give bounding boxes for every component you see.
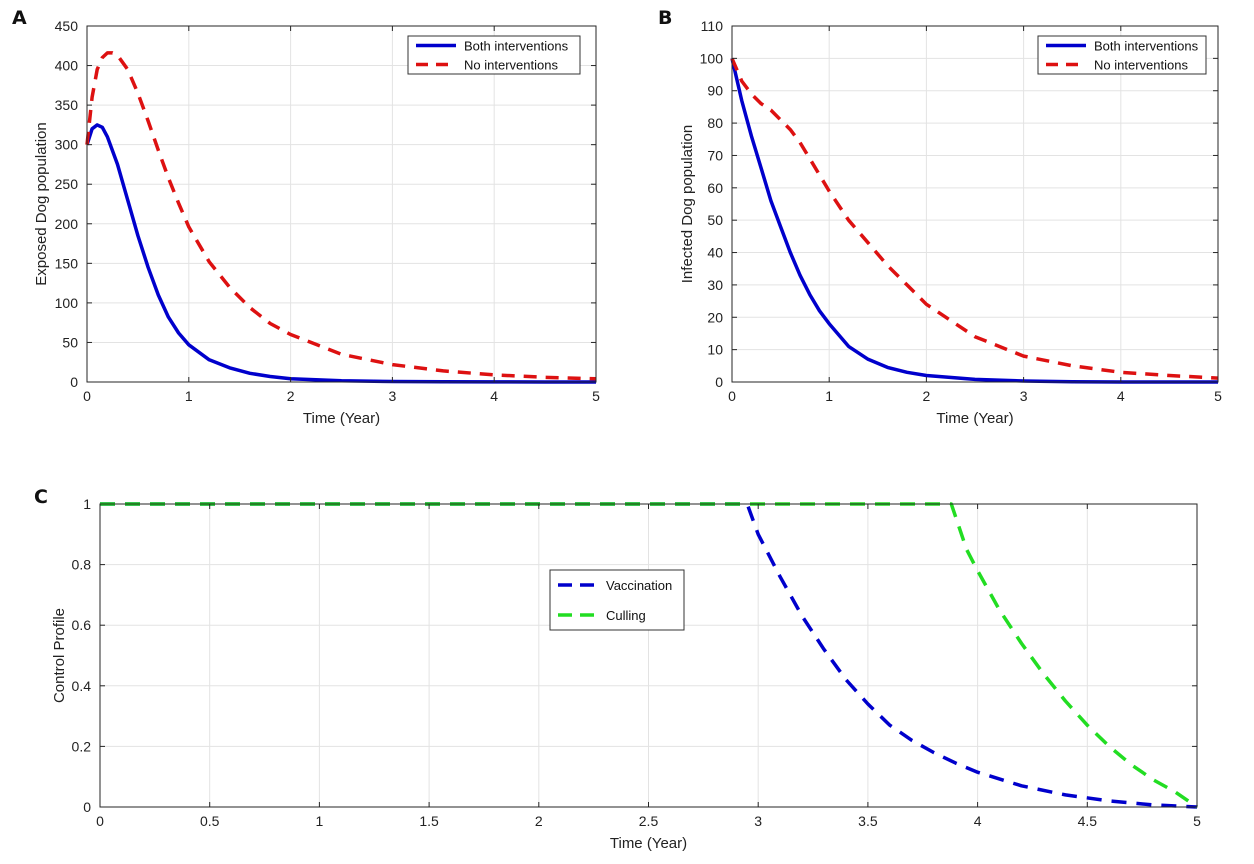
y-tick-label: 1 [83, 496, 91, 512]
x-tick-label: 4.5 [1078, 813, 1098, 829]
series-line-no-interventions [85, 51, 597, 381]
y-tick-label: 40 [707, 245, 723, 261]
legend-box [1037, 35, 1207, 75]
legend: Vaccination Culling [549, 569, 685, 631]
axes-frame [731, 25, 1219, 383]
x-tick-label: 0 [96, 813, 104, 829]
y-tick-label: 450 [55, 18, 79, 34]
y-tick-label: 0.4 [72, 678, 92, 694]
chart-panel-c: C 0 0.5 1 1.5 2 2.5 3 3.5 4 4.5 5 0 0.2 0.4 0.6 0.8 1 Time… [34, 486, 1201, 852]
x-tick-label: 5 [1193, 813, 1201, 829]
x-tick-label: 1.5 [419, 813, 439, 829]
y-tick-label: 150 [55, 255, 79, 271]
y-tick-label: 0.6 [72, 617, 92, 633]
legend-box [549, 569, 685, 631]
y-tick-label: 0.8 [72, 557, 92, 573]
legend: Both interventions No interventions [1037, 35, 1207, 75]
legend-label: Both interventions [464, 39, 569, 54]
y-tick-label: 20 [707, 309, 723, 325]
y-tick-label: 350 [55, 97, 79, 113]
x-tick-label: 3.5 [858, 813, 878, 829]
y-axis-label: Exposed Dog population [33, 122, 50, 285]
x-tick-label: 4 [490, 388, 498, 404]
y-tick-label: 50 [62, 334, 78, 350]
x-tick-label: 5 [1214, 388, 1222, 404]
legend-label: No interventions [464, 58, 558, 73]
legend-label: Culling [606, 608, 646, 623]
y-tick-label: 0.2 [72, 738, 92, 754]
y-tick-label: 100 [55, 295, 79, 311]
legend: Both interventions No interventions [407, 35, 581, 75]
y-axis-label: Control Profile [51, 608, 68, 703]
x-tick-label: 1 [825, 388, 833, 404]
y-axis-label: Infected Dog population [679, 125, 696, 283]
y-tick-label: 0 [715, 374, 723, 390]
x-tick-label: 2 [535, 813, 543, 829]
x-tick-label: 2 [287, 388, 295, 404]
y-tick-label: 80 [707, 115, 723, 131]
x-tick-label: 2.5 [639, 813, 659, 829]
y-tick-label: 250 [55, 176, 79, 192]
y-tick-label: 200 [55, 216, 79, 232]
x-tick-label: 3 [389, 388, 397, 404]
panel-label: A [12, 7, 27, 29]
y-tick-label: 50 [707, 212, 723, 228]
y-tick-label: 10 [707, 342, 723, 358]
plot-area [732, 26, 1218, 382]
x-tick-label: 1 [316, 813, 324, 829]
x-tick-label: 3 [754, 813, 762, 829]
x-tick-label: 5 [592, 388, 600, 404]
y-tick-label: 60 [707, 180, 723, 196]
legend-label: Both interventions [1094, 39, 1199, 54]
x-tick-label: 0 [728, 388, 736, 404]
y-tick-label: 0 [83, 799, 91, 815]
series-line-no-interventions [730, 57, 1219, 380]
x-tick-label: 0.5 [200, 813, 220, 829]
y-tick-label: 400 [55, 58, 79, 74]
panel-label: B [658, 7, 672, 29]
x-tick-label: 0 [83, 388, 91, 404]
x-tick-label: 4 [974, 813, 982, 829]
series-line-culling [100, 502, 1198, 809]
y-tick-label: 90 [707, 83, 723, 99]
series-line-both-interventions [730, 58, 1218, 384]
y-tick-label: 300 [55, 137, 79, 153]
axes-frame [86, 25, 597, 383]
legend-label: Vaccination [606, 578, 672, 593]
x-tick-label: 1 [185, 388, 193, 404]
x-tick-label: 4 [1117, 388, 1125, 404]
y-tick-label: 0 [70, 374, 78, 390]
legend-label: No interventions [1094, 58, 1188, 73]
x-axis-label: Time (Year) [610, 835, 687, 852]
y-tick-label: 30 [707, 277, 723, 293]
y-tick-label: 70 [707, 147, 723, 163]
x-axis-label: Time (Year) [936, 410, 1013, 427]
series-line-vaccination [100, 502, 1198, 809]
y-tick-label: 110 [701, 18, 724, 34]
panel-label: C [34, 486, 48, 508]
legend-box [407, 35, 581, 75]
x-axis-label: Time (Year) [303, 410, 380, 427]
x-tick-label: 2 [923, 388, 931, 404]
y-tick-label: 100 [700, 50, 724, 66]
plot-area [87, 26, 596, 382]
x-tick-label: 3 [1020, 388, 1028, 404]
